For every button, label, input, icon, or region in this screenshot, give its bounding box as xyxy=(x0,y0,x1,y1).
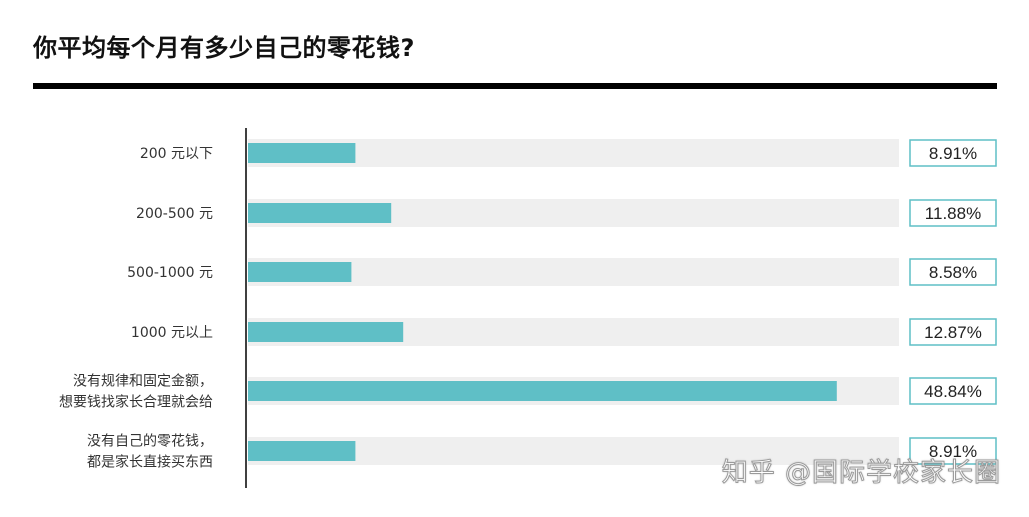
bar-track xyxy=(248,437,899,465)
value-label: 12.87% xyxy=(924,323,982,342)
bar xyxy=(248,441,356,461)
value-label-box xyxy=(909,139,997,167)
category-label: 500-1000 元 xyxy=(127,265,213,281)
value-label: 8.58% xyxy=(929,263,977,282)
bar xyxy=(248,322,404,342)
category-label: 没有规律和固定金额， xyxy=(73,374,213,390)
category-label: 想要钱找家长合理就会给 xyxy=(59,394,213,411)
category-label: 都是家长直接买东西 xyxy=(87,454,213,471)
category-label: 200-500 元 xyxy=(136,206,213,222)
value-label: 11.88% xyxy=(925,204,981,223)
value-label-box xyxy=(909,437,997,465)
title-rule xyxy=(33,83,997,89)
bar xyxy=(248,143,356,163)
value-label-box xyxy=(909,199,997,227)
category-label: 200 元以下 xyxy=(140,146,213,162)
value-label-box xyxy=(909,318,997,346)
bar xyxy=(248,262,352,282)
category-label: 没有自己的零花钱， xyxy=(87,434,213,450)
value-label-box xyxy=(909,377,997,405)
bar-track xyxy=(248,258,899,286)
bar xyxy=(248,381,837,401)
value-label: 8.91% xyxy=(929,442,977,461)
value-label: 8.91% xyxy=(929,144,977,163)
value-label: 48.84% xyxy=(924,382,982,401)
category-label: 1000 元以上 xyxy=(131,325,213,341)
chart-title: 你平均每个月有多少自己的零花钱? xyxy=(33,34,415,62)
watermark-text: 知乎 @国际学校家长圈 xyxy=(721,458,1001,489)
bar-track xyxy=(248,139,899,167)
value-label-box xyxy=(909,258,997,286)
bar xyxy=(248,203,392,223)
